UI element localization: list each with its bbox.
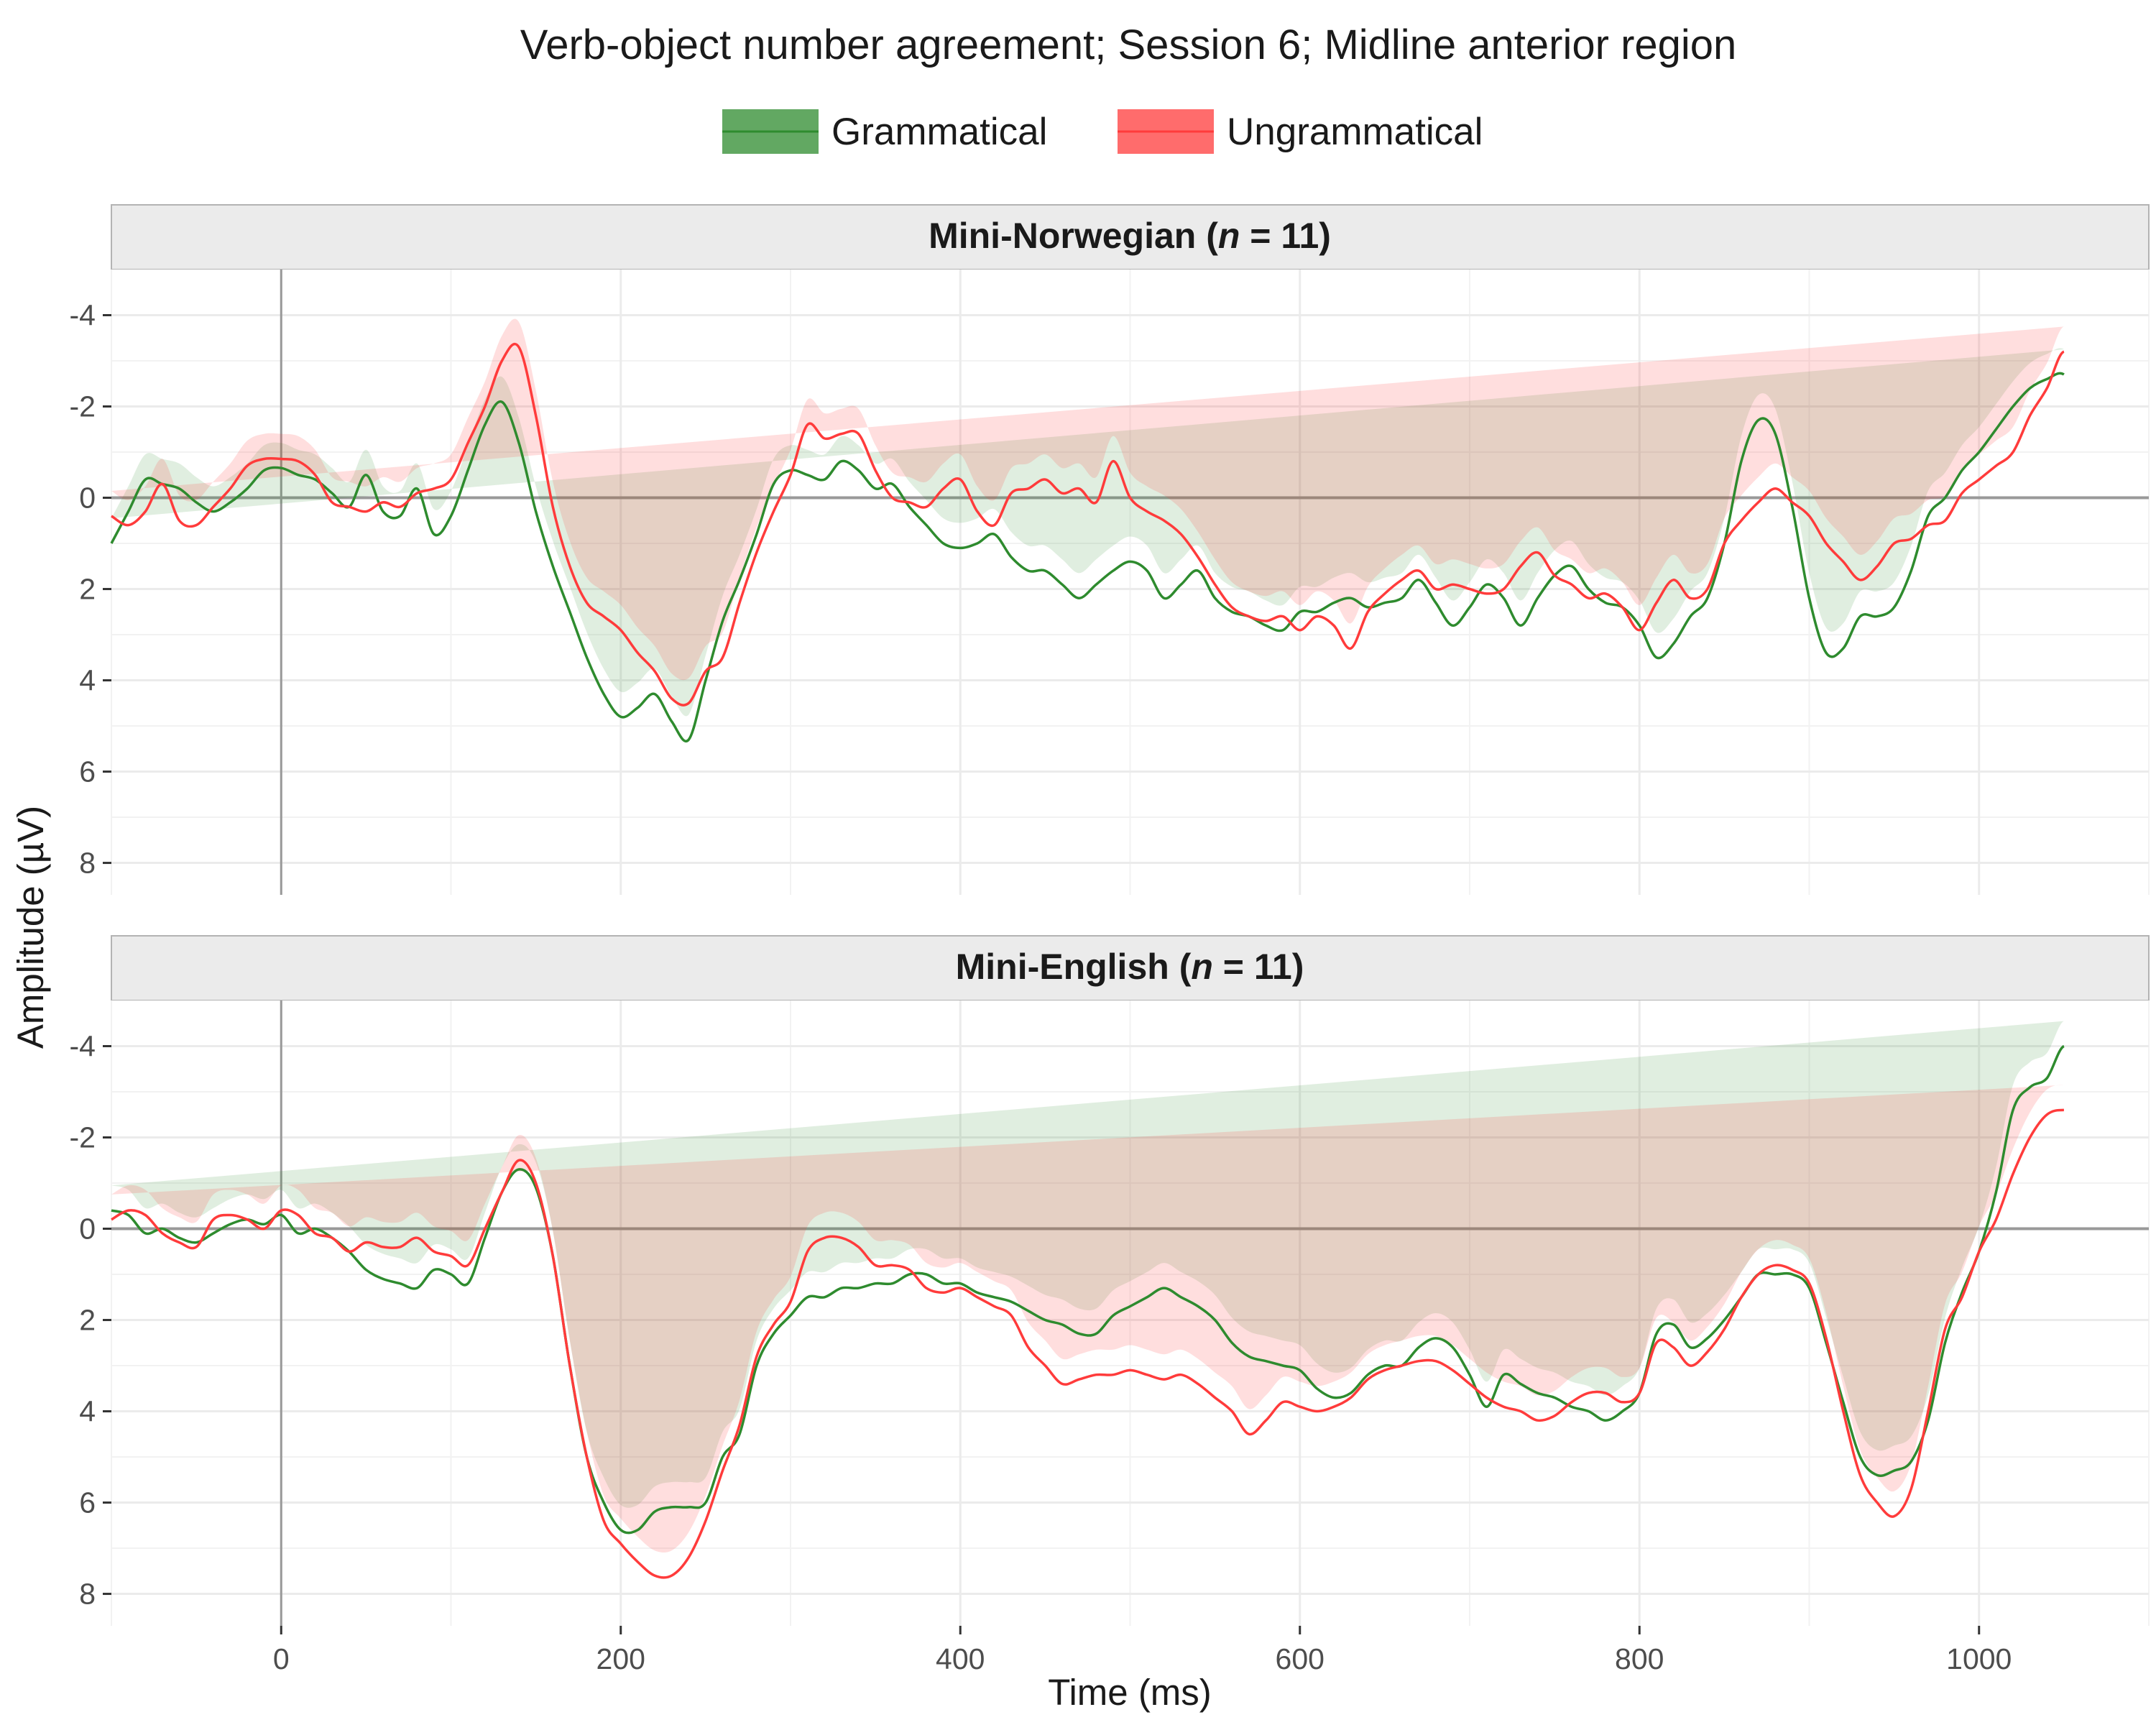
ci-band-ungrammatical: [111, 318, 2064, 681]
y-tick-label: 0: [79, 482, 96, 515]
y-tick-label: 2: [79, 573, 96, 606]
y-tick-label: 2: [79, 1304, 96, 1337]
series-line-ungrammatical: [111, 342, 2065, 707]
y-tick-label: -2: [70, 390, 96, 423]
series-line-grammatical: [110, 372, 2065, 742]
strip-mini-english: [111, 935, 2150, 1001]
strip-mini-norwegian: [111, 204, 2150, 270]
y-ticks-mini-english: -4 -2 0 2 4 6 8: [70, 1030, 111, 1611]
y-tick-label: 0: [79, 1213, 96, 1246]
y-tick-label: -2: [70, 1121, 96, 1154]
strip-label-mini-norwegian: Mini-Norwegian (n = 11): [929, 216, 1331, 256]
bands-mini-norwegian: [111, 318, 2064, 717]
ci-band-grammatical: [111, 1021, 2064, 1508]
panel-mini-english: Mini-English (n = 11) -4 -2 0 2 4 6 8: [70, 935, 2150, 1626]
bands-mini-english: [111, 1021, 2064, 1553]
y-tick-label: 4: [79, 1395, 96, 1428]
y-tick-label: 4: [79, 664, 96, 697]
panel-mini-norwegian: Mini-Norwegian (n = 11) -4 -2 0 2 4 6 8: [70, 204, 2150, 895]
y-tick-label: 6: [79, 755, 96, 788]
y-tick-label: 8: [79, 1578, 96, 1611]
x-tick-label: 400: [936, 1642, 985, 1675]
legend-label-grammatical: Grammatical: [831, 111, 1047, 153]
y-tick-label: 8: [79, 847, 96, 880]
lines-mini-norwegian: [110, 342, 2065, 742]
x-axis-ticks: 0 200 400 600 800 1000: [273, 1626, 2012, 1675]
x-tick-label: 200: [596, 1642, 645, 1675]
grid-mini-norwegian: [111, 270, 2150, 895]
y-ticks-mini-norwegian: -4 -2 0 2 4 6 8: [70, 299, 111, 880]
y-tick-label: -4: [70, 1030, 96, 1063]
ci-band-grammatical: [111, 348, 2064, 717]
strip-label-mini-english: Mini-English (n = 11): [956, 947, 1304, 987]
x-tick-label: 600: [1276, 1642, 1325, 1675]
x-axis-title: Time (ms): [1048, 1672, 1212, 1713]
lines-mini-english: [111, 1044, 2065, 1579]
legend-label-ungrammatical: Ungrammatical: [1227, 111, 1483, 153]
chart-title: Verb-object number agreement; Session 6;…: [520, 22, 1737, 68]
series-line-ungrammatical: [111, 1108, 2064, 1579]
ci-band-ungrammatical: [111, 1085, 2064, 1553]
legend: Grammatical Ungrammatical: [722, 109, 1483, 154]
x-tick-label: 800: [1615, 1642, 1664, 1675]
y-tick-label: 6: [79, 1486, 96, 1519]
y-tick-label: -4: [70, 299, 96, 332]
y-axis-title: Amplitude (µV): [10, 806, 51, 1049]
x-tick-label: 0: [273, 1642, 290, 1675]
x-tick-label: 1000: [1946, 1642, 2012, 1675]
grid-mini-english: [111, 1000, 2150, 1626]
